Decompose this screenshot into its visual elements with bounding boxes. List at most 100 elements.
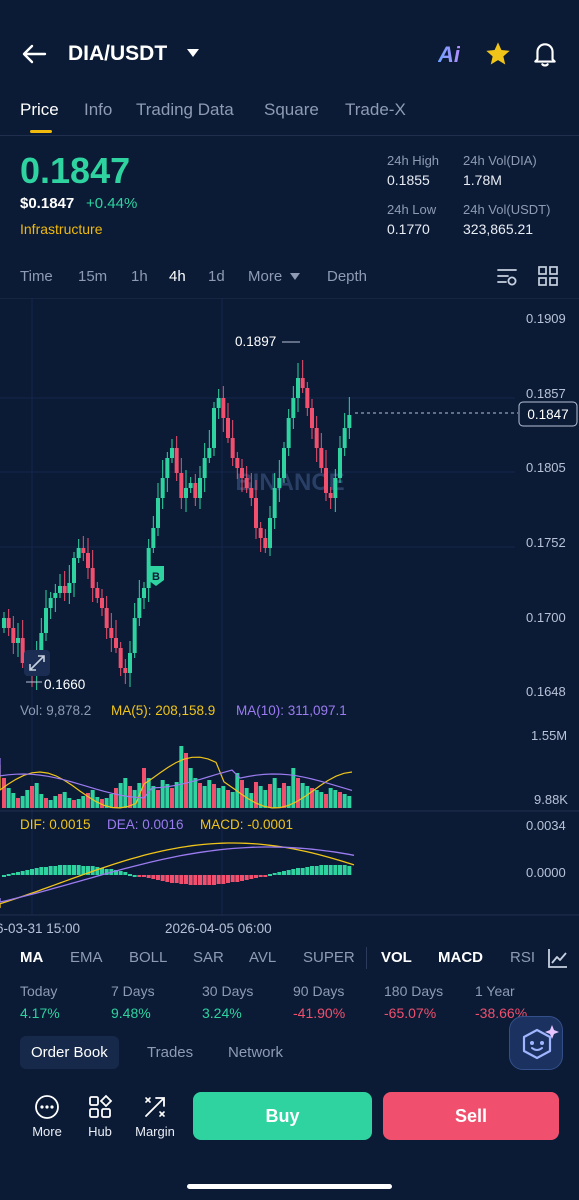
price-change-percent: +0.44% <box>86 195 138 212</box>
ai-assistant-icon[interactable]: Ai <box>438 42 460 67</box>
expand-icon[interactable] <box>24 650 50 676</box>
candlestick-chart[interactable]: BINANCE 0.1909 0.1857 0.1805 0.1752 0.17… <box>0 298 579 938</box>
perf-label-90d: 90 Days <box>293 983 345 999</box>
volume-axis-tick: 9.88K <box>534 792 568 807</box>
nav-more[interactable]: More <box>22 1094 72 1139</box>
favorite-star-icon[interactable] <box>484 40 512 68</box>
margin-icon <box>145 1097 165 1117</box>
indicator-boll[interactable]: BOLL <box>129 949 168 966</box>
chart-settings-icon[interactable] <box>496 266 518 288</box>
price-axis-tick: 0.1700 <box>526 610 566 625</box>
nav-margin[interactable]: Margin <box>130 1094 180 1139</box>
indicator-divider <box>366 947 367 969</box>
perf-label-1y: 1 Year <box>475 983 515 999</box>
stat-24h-vol-quote-value: 323,865.21 <box>463 221 534 237</box>
perf-value-90d: -41.90% <box>293 1005 346 1021</box>
stat-24h-low-label: 24h Low <box>387 202 437 217</box>
interval-1d[interactable]: 1d <box>208 268 225 285</box>
back-arrow-icon[interactable] <box>20 42 48 66</box>
perf-value-today: 4.17% <box>20 1005 60 1021</box>
active-tab-indicator <box>30 130 52 133</box>
perf-label-180d: 180 Days <box>384 983 444 999</box>
stat-24h-vol-base-label: 24h Vol(DIA) <box>463 153 537 168</box>
low-marker: 0.1660 <box>44 677 85 692</box>
indicator-sar[interactable]: SAR <box>193 949 224 966</box>
bell-icon[interactable] <box>532 40 558 68</box>
current-price-label: 0.1847 <box>527 407 568 422</box>
tab-order-book[interactable]: Order Book <box>20 1036 119 1069</box>
price-axis-tick: 0.1857 <box>526 386 566 401</box>
indicator-rsi[interactable]: RSI <box>510 949 536 966</box>
tab-info[interactable]: Info <box>84 100 113 119</box>
perf-value-7d: 9.48% <box>111 1005 151 1021</box>
indicator-avl[interactable]: AVL <box>249 949 277 966</box>
interval-4h[interactable]: 4h <box>169 268 186 285</box>
tab-square[interactable]: Square <box>264 100 319 119</box>
time-axis-tick: 2026-04-05 06:00 <box>165 921 272 936</box>
tab-trading-data[interactable]: Trading Data <box>136 100 234 119</box>
interval-depth[interactable]: Depth <box>327 268 368 285</box>
pair-title[interactable]: DIA/USDT <box>68 42 168 65</box>
assistant-floating-button[interactable] <box>509 1016 563 1070</box>
buy-button[interactable]: Buy <box>193 1092 372 1140</box>
interval-15m[interactable]: 15m <box>78 268 108 285</box>
stat-24h-vol-base-value: 1.78M <box>463 172 502 188</box>
sell-button[interactable]: Sell <box>383 1092 559 1140</box>
buy-marker-label: B <box>152 571 160 583</box>
main-tabs: Price Info Trading Data Square Trade-X <box>0 96 579 136</box>
nav-more-label: More <box>32 1124 62 1139</box>
category-tag[interactable]: Infrastructure <box>20 221 103 237</box>
tab-price[interactable]: Price <box>20 100 59 119</box>
hub-grid-icon <box>89 1094 113 1118</box>
tab-trade-x[interactable]: Trade-X <box>345 100 406 119</box>
macd-dif: DIF: 0.0015 <box>20 817 91 832</box>
perf-value-180d: -65.07% <box>384 1005 437 1021</box>
more-caret-icon[interactable] <box>290 273 300 280</box>
interval-1h[interactable]: 1h <box>131 268 148 285</box>
indicator-ma[interactable]: MA <box>20 949 44 966</box>
price-axis-tick: 0.1752 <box>526 535 566 550</box>
time-axis-tick: 6-03-31 15:00 <box>0 921 80 936</box>
volume-ma10: MA(10): 311,097.1 <box>236 703 347 718</box>
last-price: 0.1847 <box>20 150 131 191</box>
volume-axis-tick: 1.55M <box>531 728 567 743</box>
header-bar: DIA/USDT Ai <box>0 28 579 80</box>
more-dots-icon <box>35 1095 59 1119</box>
perf-label-today: Today <box>20 983 58 999</box>
macd-value: MACD: -0.0001 <box>200 817 294 832</box>
perf-label-7d: 7 Days <box>111 983 155 999</box>
grid-layout-icon[interactable] <box>538 266 558 286</box>
price-axis-tick: 0.1648 <box>526 684 566 699</box>
caret-down-icon[interactable] <box>186 48 200 58</box>
perf-value-1y: -38.66% <box>475 1005 528 1021</box>
stat-24h-high-label: 24h High <box>387 153 440 168</box>
high-marker: 0.1897 <box>235 334 276 349</box>
nav-margin-label: Margin <box>135 1124 175 1139</box>
tab-network[interactable]: Network <box>228 1044 284 1061</box>
macd-axis-tick: 0.0000 <box>526 865 566 880</box>
stat-24h-vol-quote-label: 24h Vol(USDT) <box>463 202 551 217</box>
indicator-ema[interactable]: EMA <box>70 949 103 966</box>
volume-ma5: MA(5): 208,158.9 <box>111 703 216 718</box>
price-axis-tick: 0.1909 <box>526 311 566 326</box>
volume-value: Vol: 9,878.2 <box>20 703 92 718</box>
indicator-macd[interactable]: MACD <box>438 949 483 966</box>
usd-price: $0.1847 <box>20 195 75 212</box>
stat-24h-low-value: 0.1770 <box>387 221 430 237</box>
price-axis-tick: 0.1805 <box>526 460 566 475</box>
interval-time[interactable]: Time <box>20 268 53 285</box>
indicator-super[interactable]: SUPER <box>303 949 355 966</box>
indicator-chart-icon[interactable] <box>547 947 569 969</box>
interval-more[interactable]: More <box>248 268 283 285</box>
perf-label-30d: 30 Days <box>202 983 254 999</box>
stat-24h-high-value: 0.1855 <box>387 172 430 188</box>
tab-trades[interactable]: Trades <box>147 1044 194 1061</box>
perf-value-30d: 3.24% <box>202 1005 242 1021</box>
indicator-vol[interactable]: VOL <box>381 949 412 966</box>
buy-marker[interactable] <box>148 566 164 586</box>
nav-hub[interactable]: Hub <box>75 1094 125 1139</box>
home-indicator <box>187 1184 392 1189</box>
current-price-box <box>518 401 578 427</box>
nav-hub-label: Hub <box>88 1124 112 1139</box>
assistant-robot-icon <box>522 1025 559 1060</box>
